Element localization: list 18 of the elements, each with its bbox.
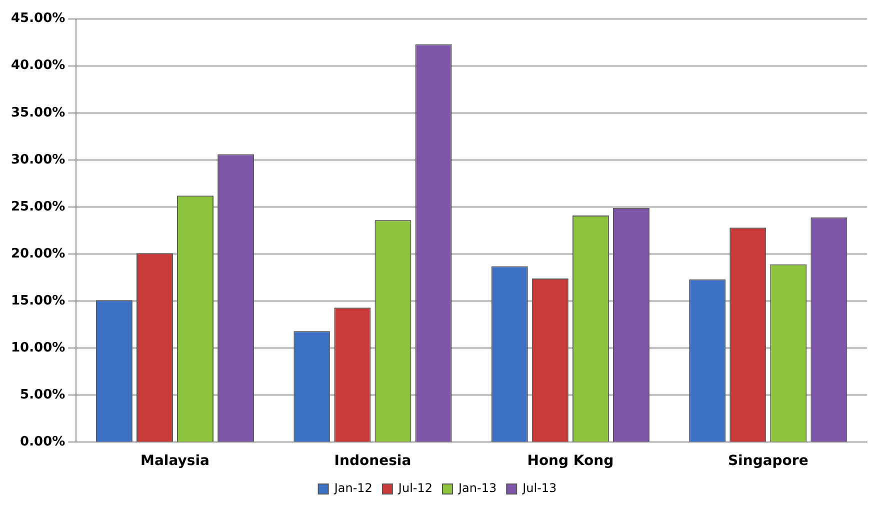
legend-label: Jul-13 [522,481,557,496]
legend-label: Jan-12 [333,481,372,496]
y-tick-label: 35.00% [10,105,66,120]
y-tick-label: 45.00% [10,11,66,26]
y-tick-label: 5.00% [20,388,66,403]
y-tick-label: 0.00% [20,434,66,450]
x-tick-label: Hong Kong [527,453,614,470]
x-tick-label: Malaysia [140,453,210,470]
y-tick-label: 25.00% [10,199,66,214]
legend-label: Jul-12 [397,481,432,496]
x-tick-label: Indonesia [334,453,412,470]
y-tick-label: 40.00% [10,58,66,74]
y-tick-label: 15.00% [10,293,66,308]
y-tick-label: 30.00% [10,152,66,168]
y-tick-label: 20.00% [10,246,66,262]
legend-label: Jan-13 [458,481,497,496]
y-tick-label: 10.00% [10,340,66,356]
x-tick-label: Singapore [728,453,808,470]
